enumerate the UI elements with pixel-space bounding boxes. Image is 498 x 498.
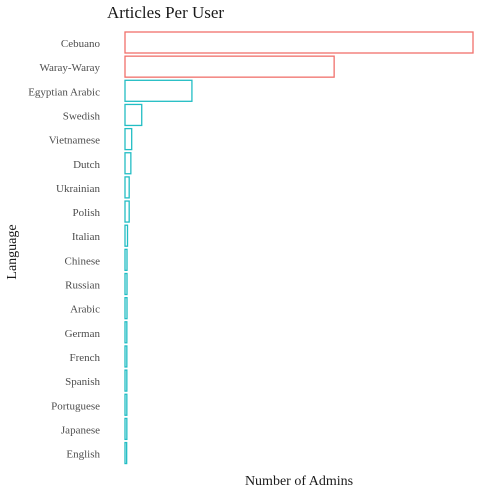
y-tick-label: Italian — [72, 231, 101, 243]
y-tick-label: Ukrainian — [56, 183, 100, 195]
bar-vietnamese — [124, 127, 133, 151]
bar-egyptian-arabic — [124, 79, 193, 102]
y-tick-label: Chinese — [65, 255, 101, 267]
bar-waray-waray — [124, 55, 335, 78]
y-tick-label: English — [66, 449, 100, 461]
y-tick-label: Egyptian Arabic — [28, 86, 100, 98]
bar-ukrainian — [124, 176, 130, 199]
y-tick-label: German — [65, 328, 101, 340]
bar-russian — [124, 272, 128, 296]
y-tick-label: Russian — [65, 280, 100, 292]
y-tick-label: French — [69, 352, 100, 364]
x-axis-label: Number of Admins — [244, 474, 354, 489]
bar-chinese — [124, 248, 128, 272]
y-tick-label: Arabic — [70, 304, 100, 316]
bar-dutch — [124, 152, 132, 175]
bar-german — [124, 321, 128, 344]
bar-spanish — [124, 369, 128, 392]
bar-japanese — [124, 417, 128, 441]
y-tick-label: Waray-Waray — [39, 62, 100, 74]
bar-english — [124, 441, 128, 465]
y-tick-label: Japanese — [61, 424, 100, 436]
y-tick-label: Portuguese — [51, 400, 100, 412]
y-tick-label: Dutch — [73, 159, 100, 171]
chart-title: Articles Per User — [107, 3, 225, 22]
bar-portuguese — [124, 393, 128, 416]
bar-arabic — [124, 296, 128, 320]
bar-polish — [124, 200, 130, 223]
y-tick-label: Cebuano — [61, 38, 101, 50]
y-tick-label: Vietnamese — [49, 135, 100, 147]
y-tick-label: Spanish — [65, 376, 100, 388]
bar-cebuano — [124, 31, 474, 54]
y-tick-label: Polish — [72, 207, 100, 219]
bar-french — [124, 345, 128, 368]
y-tick-label: Swedish — [63, 110, 101, 122]
bar-swedish — [124, 103, 143, 127]
bar-italian — [124, 224, 129, 247]
